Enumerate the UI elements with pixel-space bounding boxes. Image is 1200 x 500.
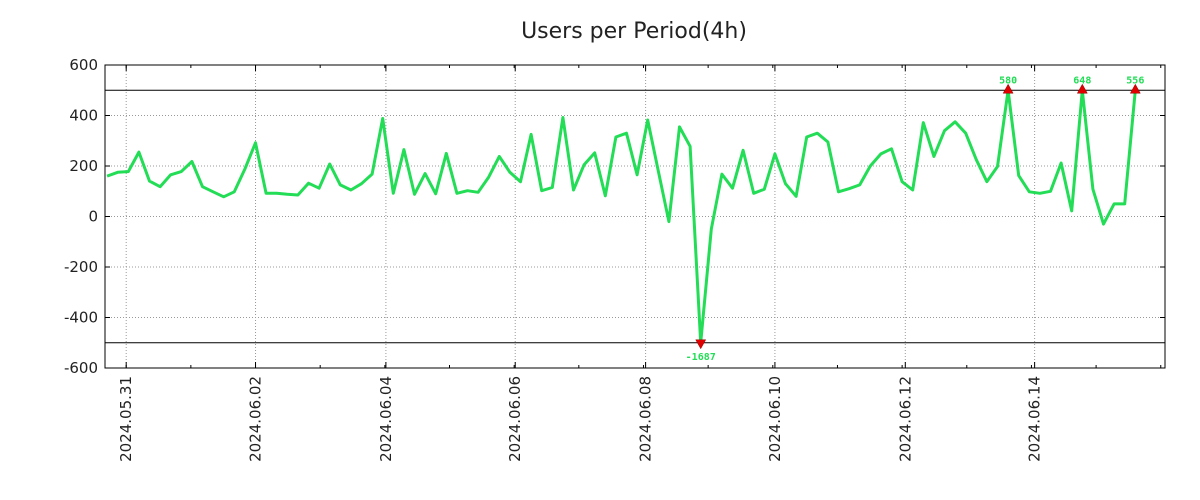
x-tick-label: 2024.06.02 bbox=[247, 376, 265, 462]
clip-marker bbox=[1076, 83, 1088, 94]
clip-marker bbox=[1002, 83, 1014, 94]
grid bbox=[105, 65, 1165, 368]
annotation-label: 580 bbox=[999, 75, 1017, 86]
y-tick-label: -200 bbox=[64, 258, 98, 276]
y-tick-label: -400 bbox=[64, 309, 98, 327]
x-axis: 2024.05.31 2024.06.02 2024.06.04 2024.06.06… bbox=[117, 65, 1162, 462]
y-tick-label: 400 bbox=[69, 107, 98, 125]
clip-marker bbox=[1129, 83, 1141, 94]
y-tick-label: 600 bbox=[69, 56, 98, 74]
annotation-label: 556 bbox=[1126, 75, 1144, 86]
x-tick-label: 2024.06.12 bbox=[896, 376, 914, 462]
annotation-label: 648 bbox=[1073, 75, 1091, 86]
series-line bbox=[106, 88, 1137, 345]
y-tick-label: 200 bbox=[69, 157, 98, 175]
clip-marker bbox=[695, 339, 707, 350]
y-axis: 600 400 200 0 -200 -400 -600 bbox=[64, 56, 1165, 377]
series-layer bbox=[106, 88, 1137, 345]
annotations: -1687 580 648 556 bbox=[686, 75, 1145, 363]
chart-title: Users per Period(4h) bbox=[521, 19, 747, 44]
annotation-label: -1687 bbox=[686, 352, 716, 363]
plot-frame bbox=[104, 64, 1166, 369]
y-tick-label: -600 bbox=[64, 359, 98, 377]
x-tick-label: 2024.05.31 bbox=[117, 376, 135, 462]
x-tick-label: 2024.06.08 bbox=[637, 376, 655, 462]
x-tick-label: 2024.06.04 bbox=[377, 376, 395, 462]
y-tick-label: 0 bbox=[88, 208, 98, 226]
x-tick-label: 2024.06.06 bbox=[506, 376, 524, 462]
x-tick-label: 2024.06.10 bbox=[766, 376, 784, 462]
x-tick-label: 2024.06.14 bbox=[1026, 376, 1044, 462]
